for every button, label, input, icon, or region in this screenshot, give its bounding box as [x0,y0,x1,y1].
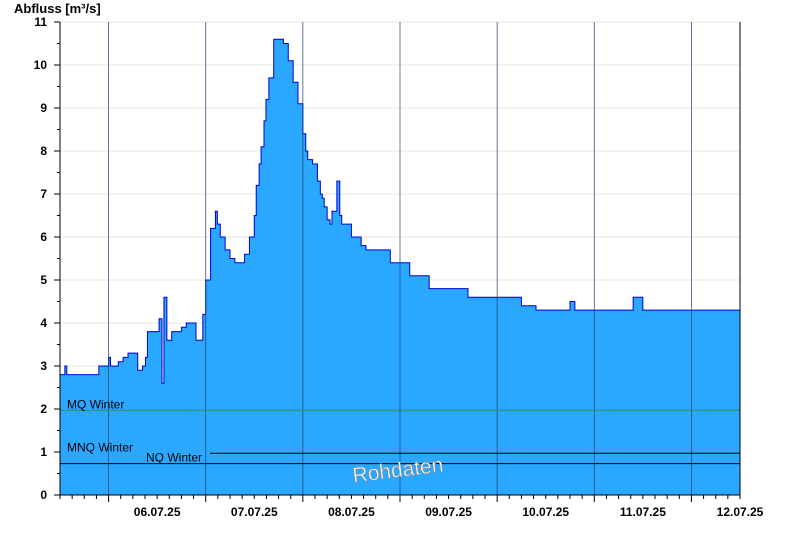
x-tick-label-1: 07.07.25 [231,505,278,519]
y-tick-label-4: 4 [40,316,47,330]
ref-label-2: NQ Winter [146,451,202,465]
y-tick-label-5: 5 [40,273,47,287]
axes: 0 1 2 3 4 5 6 7 8 9 10 11 06.07.25 07.07.25 08.07.25 09… [34,15,764,519]
x-tick-label-6: 12.07.25 [717,505,764,519]
y-tick-label-11: 11 [34,15,47,29]
y-axis-label: Abfluss [m³/s] [14,1,101,16]
ref-label-1: MNQ Winter [67,440,133,454]
watermark-rohdaten: Rohdaten [351,454,444,488]
x-tick-label-3: 09.07.25 [425,505,472,519]
y-tick-label-8: 8 [40,144,47,158]
y-tick-label-3: 3 [40,359,47,373]
x-tick-label-2: 08.07.25 [328,505,375,519]
y-tick-label-0: 0 [40,488,47,502]
x-tick-label-0: 06.07.25 [134,505,181,519]
day-divider-lines [108,22,692,495]
x-tick-label-4: 10.07.25 [522,505,569,519]
ref-label-0: MQ Winter [67,397,124,411]
y-tick-label-6: 6 [40,230,47,244]
y-tick-label-7: 7 [40,187,47,201]
y-tick-label-1: 1 [40,445,47,459]
y-tick-label-2: 2 [40,402,47,416]
reference-lines: MQ Winter MNQ Winter NQ Winter [60,397,740,465]
y-tick-label-10: 10 [34,58,48,72]
y-tick-label-9: 9 [40,101,47,115]
x-tick-label-5: 11.07.25 [620,505,666,519]
